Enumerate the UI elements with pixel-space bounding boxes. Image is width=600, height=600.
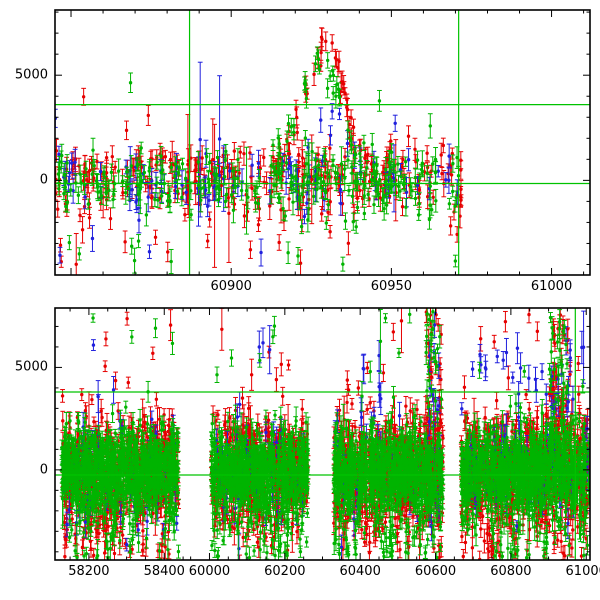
light-curve-figure: 60900 60950 61000 0 5000 58200 58400 60000 60200…	[0, 0, 600, 600]
plot-canvas	[0, 0, 600, 600]
